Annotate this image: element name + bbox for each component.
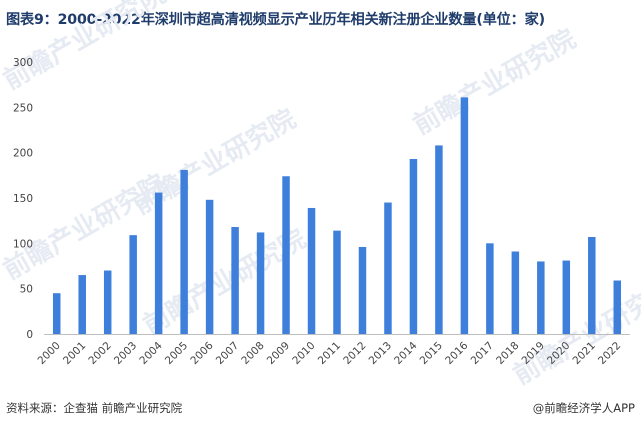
y-tick-label: 150 [13, 193, 33, 205]
x-tick-label: 2007 [214, 340, 241, 367]
source-note: 资料来源：企查猫 前瞻产业研究院 [6, 401, 183, 415]
x-tick-label: 2008 [239, 340, 266, 367]
bar-2022 [613, 280, 622, 334]
x-tick-label: 2009 [265, 340, 292, 367]
x-tick-label: 2002 [86, 340, 113, 367]
bar-2006 [205, 199, 214, 334]
y-tick-label: 50 [20, 284, 33, 296]
bars-layer [52, 97, 622, 334]
bar-2000 [52, 293, 61, 334]
x-tick-label: 2005 [163, 340, 190, 367]
bar-2012 [358, 246, 367, 334]
bar-2007 [231, 227, 239, 334]
y-tick-label: 200 [13, 148, 33, 160]
watermark-text: 前瞻产业研究院 [408, 23, 581, 141]
x-tick-label: 2015 [418, 340, 445, 367]
bar-2004 [154, 192, 163, 334]
y-tick-label: 250 [13, 102, 33, 114]
watermark-text: 前瞻产业研究院 [0, 168, 171, 286]
y-tick-label: 0 [26, 329, 33, 341]
x-tick-label: 2010 [290, 340, 317, 367]
bar-2019 [537, 261, 545, 334]
bar-2008 [256, 232, 265, 334]
watermark-text: 前瞻产业研究院 [508, 273, 641, 391]
x-tick-label: 2003 [112, 340, 139, 367]
bar-2002 [103, 270, 112, 334]
bar-2005 [180, 169, 188, 334]
y-tick-label: 300 [13, 57, 33, 69]
bar-2009 [282, 176, 290, 334]
x-tick-label: 2006 [188, 339, 216, 367]
bar-2021 [588, 236, 596, 334]
bar-2014 [409, 159, 418, 334]
bar-2010 [307, 207, 316, 334]
x-tick-label: 2000 [35, 340, 62, 367]
brand-credit: @前瞻经济学人APP [532, 401, 635, 415]
chart-title: 图表9：2000-2022年深圳市超高清视频显示产业历年相关新注册企业数量(单位… [6, 12, 545, 28]
bar-2018 [511, 251, 520, 334]
y-tick-label: 100 [13, 238, 33, 250]
bar-2003 [129, 235, 137, 334]
x-tick-label: 2001 [61, 340, 88, 367]
bar-2020 [562, 260, 571, 334]
bar-2015 [435, 145, 443, 334]
watermark-text: 前瞻产业研究院 [0, 0, 171, 96]
y-tick-labels: 0 50 100 150 200 250 300 [13, 57, 33, 341]
bar-2017 [486, 243, 494, 334]
bar-2016 [460, 97, 469, 334]
x-tick-label: 2013 [367, 340, 394, 367]
x-tick-label: 2011 [316, 340, 343, 367]
x-tick-label: 2014 [392, 339, 420, 367]
bar-2001 [78, 275, 86, 334]
bar-2011 [333, 230, 341, 334]
x-tick-label: 2004 [137, 339, 165, 367]
x-tick-label: 2012 [341, 340, 368, 367]
bar-2013 [384, 202, 392, 334]
x-tick-label: 2016 [443, 339, 471, 367]
x-tick-label: 2017 [469, 340, 496, 367]
